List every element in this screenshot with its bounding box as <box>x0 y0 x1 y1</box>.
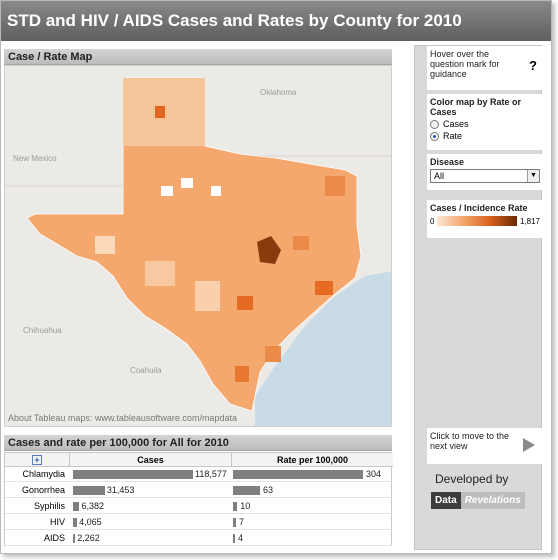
col-cases: Cases <box>69 453 231 467</box>
col-rate: Rate per 100,000 <box>231 453 393 467</box>
page-title: STD and HIV / AIDS Cases and Rates by Co… <box>1 1 551 41</box>
county-dark[interactable] <box>235 366 249 382</box>
table-row[interactable]: AIDS 2,262 4 <box>5 531 393 546</box>
county-light[interactable] <box>145 261 175 286</box>
disease-value: All <box>434 171 445 181</box>
table-row[interactable]: Gonorrhea 31,453 63 <box>5 483 393 498</box>
gulf-water <box>255 271 391 426</box>
map-header: Case / Rate Map <box>4 49 392 65</box>
row-label: HIV <box>49 517 65 527</box>
dropdown-arrow-icon[interactable]: ▼ <box>527 170 539 182</box>
county-dark[interactable] <box>237 296 253 310</box>
next-view-text: Click to move to the next view <box>430 431 510 451</box>
county-dark[interactable] <box>315 281 333 295</box>
radio-cases-icon[interactable] <box>430 119 439 129</box>
county-no-data[interactable] <box>161 186 173 196</box>
question-mark-icon[interactable]: ? <box>529 58 537 73</box>
help-text: Hover over the question mark for guidanc… <box>430 49 500 79</box>
row-label: Gonorrhea <box>21 485 65 495</box>
radio-cases-label: Cases <box>443 119 469 129</box>
map-label-new-mexico: New Mexico <box>13 154 57 163</box>
row-label: Chlamydia <box>22 469 65 479</box>
county-mid[interactable] <box>325 176 345 196</box>
next-arrow-icon[interactable] <box>523 438 535 452</box>
logo-data: Data <box>431 492 461 509</box>
sidebar: Hover over the question mark for guidanc… <box>414 45 543 550</box>
row-label: Syphilis <box>33 501 65 511</box>
legend-title: Cases / Incidence Rate <box>430 203 528 213</box>
table-header: Cases and rate per 100,000 for All for 2… <box>4 435 392 451</box>
cases-value: 118,577 <box>195 469 227 479</box>
texas-shape[interactable] <box>26 77 362 412</box>
color-by-label: Color map by Rate or Cases <box>430 97 522 117</box>
cases-rate-table: + Cases Rate per 100,000 Chlamydia 118,57… <box>4 452 393 546</box>
legend-panel: Cases / Incidence Rate 0 1,817 <box>427 200 543 238</box>
rate-bar[interactable] <box>233 534 235 543</box>
radio-rate-label: Rate <box>443 131 463 141</box>
expand-icon[interactable]: + <box>32 455 42 465</box>
cases-value: 31,453 <box>106 485 135 495</box>
legend-max: 1,817 <box>519 216 540 226</box>
legend-gradient <box>437 216 517 226</box>
row-label: AIDS <box>43 533 65 543</box>
cases-bar[interactable] <box>73 470 193 479</box>
radio-cases[interactable]: Cases <box>430 119 540 129</box>
next-view-panel[interactable]: Click to move to the next view <box>427 428 543 464</box>
county-light[interactable] <box>195 281 220 311</box>
disease-select[interactable]: All ▼ <box>430 169 540 183</box>
cases-bar[interactable] <box>73 534 76 543</box>
radio-rate-icon[interactable] <box>430 131 439 141</box>
rate-bar[interactable] <box>233 518 236 527</box>
disease-label: Disease <box>430 157 465 167</box>
map-credit[interactable]: About Tableau maps: www.tableausoftware.… <box>8 413 237 423</box>
table-row[interactable]: Syphilis 6,382 10 <box>5 499 393 514</box>
map-label-chihuahua: Chihuahua <box>23 326 62 335</box>
rate-value: 7 <box>238 517 244 527</box>
legend-min: 0 <box>430 216 435 226</box>
developed-by-text: Developed by <box>435 472 509 486</box>
cases-value: 4,065 <box>79 517 102 527</box>
rate-bar[interactable] <box>233 470 363 479</box>
rate-value: 4 <box>238 533 244 543</box>
help-panel: Hover over the question mark for guidanc… <box>427 46 543 90</box>
cases-bar[interactable] <box>73 518 78 527</box>
cases-bar[interactable] <box>73 486 105 495</box>
county-no-data[interactable] <box>211 186 221 196</box>
cases-bar[interactable] <box>73 502 80 511</box>
expand-cell: + <box>5 453 69 467</box>
logo-revelations: Revelations <box>460 492 525 509</box>
map-label-coahuila: Coahuila <box>130 366 162 375</box>
table-row[interactable]: Chlamydia 118,577 304 <box>5 467 393 482</box>
county-no-data[interactable] <box>181 178 193 188</box>
radio-rate[interactable]: Rate <box>430 131 540 141</box>
county-light[interactable] <box>95 236 115 254</box>
county-mid[interactable] <box>293 236 309 250</box>
cases-value: 2,262 <box>77 533 100 543</box>
cases-value: 6,382 <box>81 501 104 511</box>
map-canvas[interactable] <box>5 66 392 427</box>
developer-panel: Developed by Data Revelations <box>427 468 543 528</box>
county-map[interactable]: Oklahoma New Mexico Chihuahua Coahuila A… <box>4 65 392 427</box>
rate-value: 63 <box>262 485 273 495</box>
data-revelations-logo[interactable]: Data Revelations <box>431 492 539 509</box>
rate-bar[interactable] <box>233 502 238 511</box>
disease-panel: Disease All ▼ <box>427 154 543 190</box>
color-by-panel: Color map by Rate or Cases Cases Rate <box>427 94 543 150</box>
rate-bar[interactable] <box>233 486 260 495</box>
dashboard: STD and HIV / AIDS Cases and Rates by Co… <box>0 0 552 554</box>
rate-value: 304 <box>366 469 382 479</box>
county-dark[interactable] <box>155 106 165 118</box>
map-label-oklahoma: Oklahoma <box>260 88 297 97</box>
rate-value: 10 <box>240 501 251 511</box>
county-highest-rate[interactable] <box>257 236 281 264</box>
table-row[interactable]: HIV 4,065 7 <box>5 515 393 530</box>
county-mid[interactable] <box>265 346 281 362</box>
